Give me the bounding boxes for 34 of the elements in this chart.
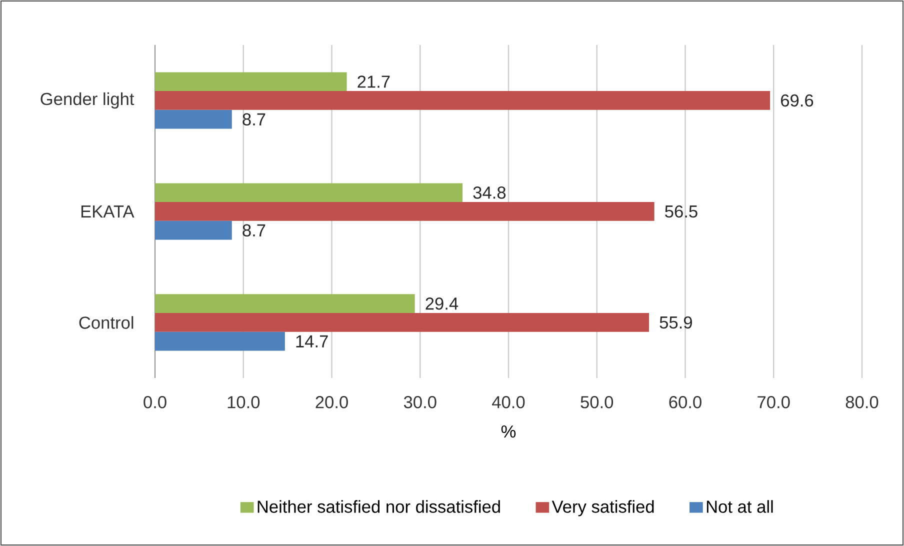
legend-label: Very satisfied	[552, 500, 654, 516]
bar	[155, 91, 770, 110]
x-axis-title: %	[501, 425, 516, 438]
x-tick-label: 0.0	[144, 396, 166, 408]
data-label: 8.7	[242, 224, 266, 236]
x-tick-label: 30.0	[404, 396, 436, 408]
x-tick-label: 70.0	[758, 396, 790, 408]
y-tick-label: Gender light	[40, 92, 134, 109]
x-tick-label: 50.0	[580, 396, 614, 408]
data-label: 8.7	[242, 113, 266, 126]
data-label: 69.6	[781, 94, 814, 107]
bar	[155, 220, 232, 240]
x-tick-label: 60.0	[669, 396, 702, 408]
bar	[155, 332, 285, 351]
y-tick-label: EKATA	[81, 206, 134, 218]
legend-label: Not at all	[706, 500, 773, 513]
bar	[155, 72, 347, 92]
bar	[155, 183, 463, 202]
bar	[155, 294, 415, 314]
y-tick-label: Control	[79, 316, 134, 329]
data-label: 14.7	[296, 335, 328, 348]
data-label: 21.7	[358, 76, 390, 88]
data-label: 34.8	[473, 186, 506, 199]
bar	[155, 110, 232, 129]
bar	[155, 202, 654, 221]
x-tick-label: 20.0	[316, 396, 348, 408]
x-tick-label: 40.0	[492, 396, 525, 408]
x-tick-label: 10.0	[228, 396, 260, 408]
x-tick-label: 80.0	[846, 396, 878, 408]
data-label: 29.4	[426, 297, 458, 310]
legend-label: Neither satisfied nor dissatisfied	[258, 500, 500, 513]
bar	[155, 313, 650, 332]
data-label: 55.9	[660, 316, 692, 329]
data-label: 56.5	[665, 205, 698, 218]
